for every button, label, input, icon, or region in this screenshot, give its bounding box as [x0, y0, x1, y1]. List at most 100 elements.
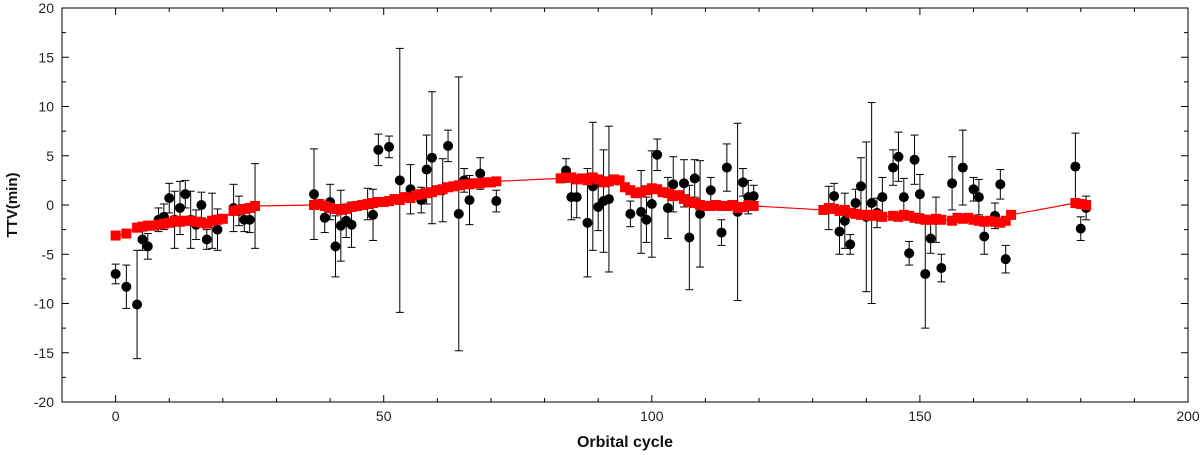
model-marker [453, 180, 464, 191]
model-marker [850, 208, 861, 219]
model-marker [904, 210, 915, 221]
model-marker [855, 209, 866, 220]
x-tick-label: 50 [376, 408, 392, 424]
model-marker [233, 204, 244, 215]
observed-point [652, 149, 663, 160]
model-marker [662, 188, 673, 199]
model-marker [866, 210, 877, 221]
model-marker [566, 172, 577, 183]
y-axis-ticks: -20 -15 -10 -5 0 5 10 15 20 [34, 0, 1188, 410]
y-tick-label: -15 [34, 345, 54, 361]
observed-point [748, 191, 759, 202]
model-marker [319, 200, 330, 211]
observed-point [925, 233, 936, 244]
model-marker [400, 192, 411, 203]
observed-point [668, 179, 679, 190]
observed-point [979, 231, 990, 242]
observed-point [904, 248, 915, 259]
model-marker [888, 210, 899, 221]
model-marker [212, 214, 223, 225]
y-axis-label: TTV(min) [4, 173, 21, 238]
observed-point [443, 140, 454, 151]
model-marker [437, 184, 448, 195]
observed-point [582, 217, 593, 228]
observed-point [705, 185, 716, 196]
model-marker [335, 204, 346, 215]
model-marker [196, 217, 207, 228]
model-marker [432, 185, 443, 196]
model-marker [893, 211, 904, 222]
model-marker [861, 209, 872, 220]
observed-point [196, 200, 207, 210]
observed-point [973, 192, 984, 203]
model-marker [732, 202, 743, 213]
model-marker [384, 196, 395, 207]
observed-point [716, 227, 727, 238]
observed-point [636, 206, 647, 217]
observed-point [121, 281, 132, 292]
model-marker [947, 215, 958, 226]
observed-point [877, 192, 888, 203]
model-marker [330, 203, 341, 214]
model-marker [721, 200, 732, 211]
observed-point [695, 208, 706, 219]
model-marker [351, 200, 362, 211]
model-marker [925, 214, 936, 225]
observed-point [174, 202, 185, 213]
model-marker [362, 199, 373, 210]
observed-point [678, 178, 689, 189]
model-marker [239, 203, 250, 214]
model-marker [571, 174, 582, 185]
observed-point [384, 141, 395, 152]
observed-point [319, 212, 330, 223]
observed-point [180, 189, 191, 200]
model-marker [389, 194, 400, 205]
model-marker [914, 213, 925, 224]
observed-point [641, 214, 652, 225]
model-marker [480, 177, 491, 188]
observed-point [453, 208, 464, 219]
observed-point [662, 202, 673, 213]
model-marker [995, 217, 1006, 228]
observed-point [721, 162, 732, 173]
model-marker [845, 207, 856, 218]
observed-point [464, 195, 475, 206]
model-marker [930, 213, 941, 224]
model-marker [657, 187, 668, 198]
model-marker [309, 200, 320, 210]
x-tick-label: 200 [1176, 408, 1200, 424]
observed-point [684, 232, 695, 243]
observed-point [957, 162, 968, 173]
model-marker [110, 230, 121, 241]
observed-point [491, 196, 502, 207]
model-marker [872, 209, 883, 220]
model-marker [158, 218, 169, 229]
model-marker [421, 188, 432, 199]
model-marker [689, 198, 700, 209]
observed-point [1000, 254, 1011, 265]
model-marker [169, 215, 180, 226]
model-marker [148, 220, 159, 231]
model-marker [603, 176, 614, 187]
model-marker [673, 190, 684, 201]
observed-point [866, 198, 877, 209]
model-marker [716, 200, 727, 211]
observed-point [898, 192, 909, 203]
model-marker [346, 201, 357, 212]
model-marker [443, 182, 454, 193]
observed-point [920, 268, 931, 279]
model-marker [142, 220, 153, 231]
model-marker [373, 197, 384, 208]
model-marker [132, 222, 143, 233]
model-marker [652, 184, 663, 195]
model-marker [153, 219, 164, 230]
observed-point [164, 193, 175, 204]
model-marker [341, 203, 352, 214]
observed-point [646, 199, 657, 210]
observed-point [936, 263, 947, 274]
y-tick-label: -10 [34, 296, 54, 312]
observed-point [475, 168, 486, 179]
model-marker [180, 215, 191, 226]
x-axis-label: Orbital cycle [577, 434, 673, 451]
observed-point [373, 144, 384, 155]
